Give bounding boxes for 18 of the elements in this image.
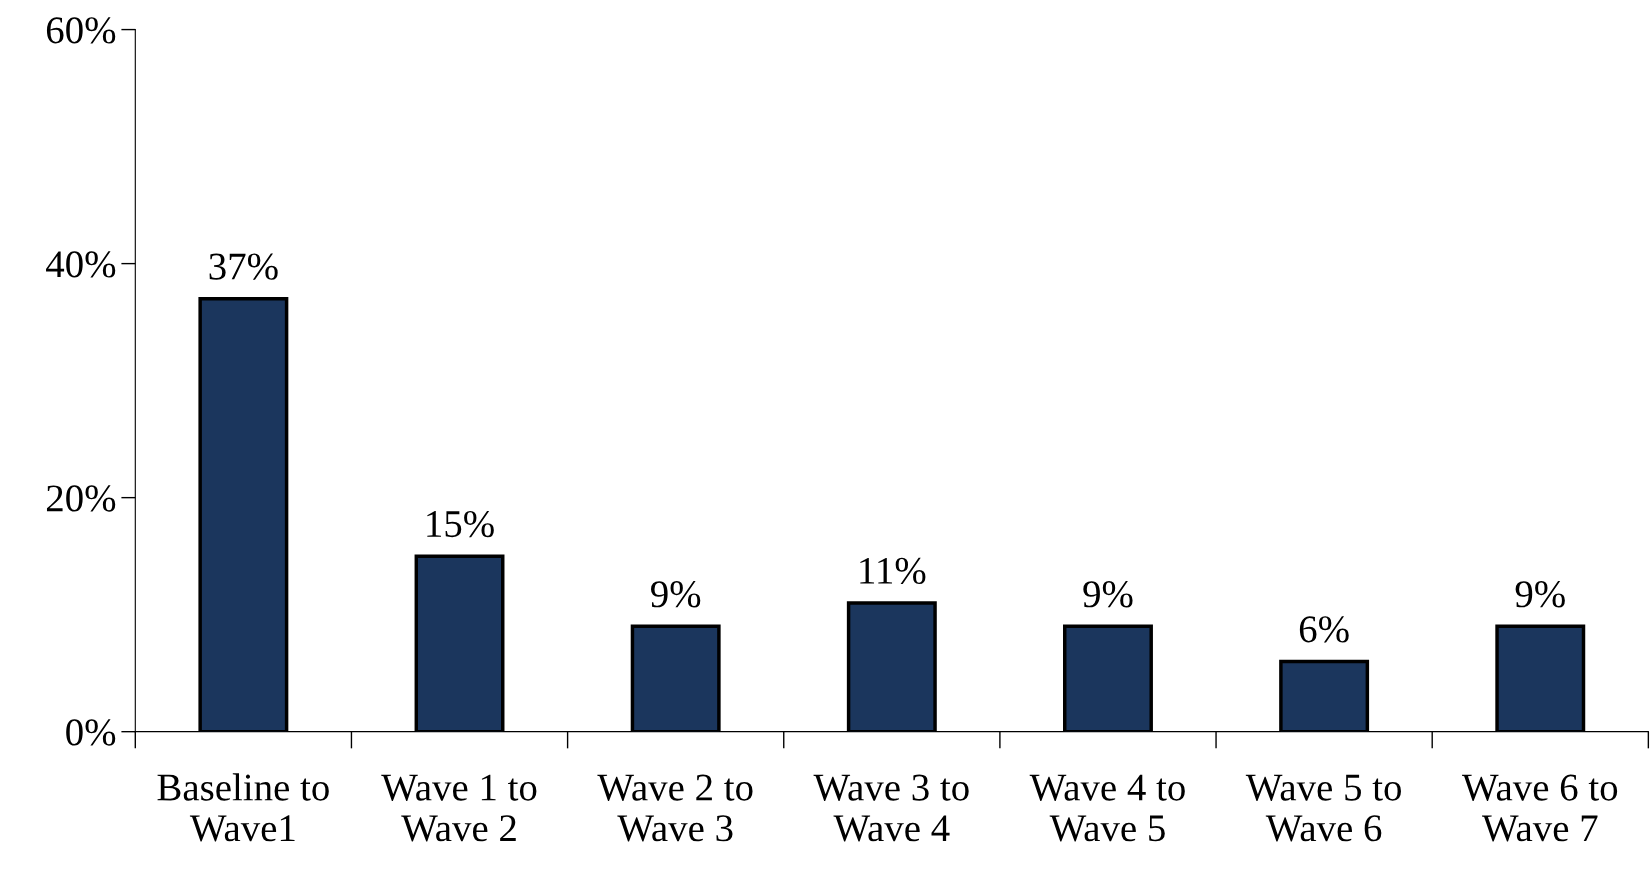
data-label: 11% (860, 557, 926, 585)
x-tick-label: Wave 5 to Wave 6 (1245, 774, 1401, 842)
data-label: 37% (209, 253, 278, 280)
x-tick-label: Wave 2 to Wave 3 (597, 774, 753, 842)
x-tick-label: Wave 1 to Wave 2 (381, 774, 537, 842)
x-tick-label: Wave 3 to Wave 4 (813, 774, 969, 842)
x-tick-label: Baseline to Wave1 (157, 773, 329, 842)
x-tick-label: Wave 6 to Wave 7 (1461, 774, 1618, 842)
data-label: 9% (1515, 581, 1565, 608)
data-label: 9% (651, 581, 701, 608)
data-label: 6% (1299, 616, 1349, 643)
data-label: 9% (1083, 581, 1133, 608)
data-label: 15% (427, 510, 494, 538)
y-tick-label: 20% (46, 485, 116, 512)
y-tick-label: 0% (66, 719, 116, 746)
y-tick-label: 40% (46, 251, 116, 278)
x-tick-label: Wave 4 to Wave 5 (1029, 774, 1185, 842)
y-tick-label: 60% (46, 17, 116, 44)
